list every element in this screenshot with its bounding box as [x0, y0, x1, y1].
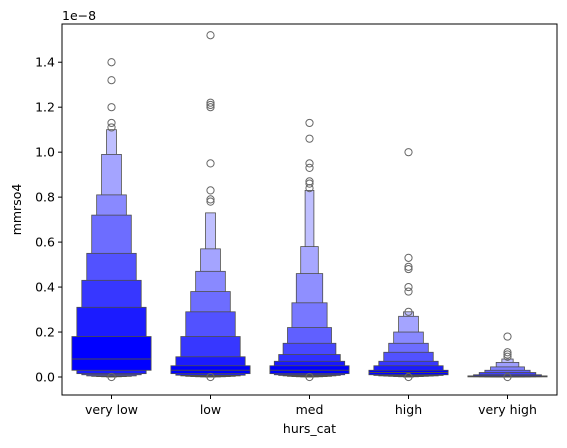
outlier-point — [503, 372, 512, 382]
outlier-point — [107, 103, 116, 112]
outlier-point — [404, 282, 413, 292]
boxen-marks — [71, 31, 548, 382]
y-tick-label: 0.8 — [35, 190, 55, 205]
boxen-box — [269, 365, 350, 375]
outlier-point — [404, 253, 413, 262]
outlier-point — [305, 134, 314, 143]
outlier-point — [206, 372, 215, 382]
outlier-point — [206, 103, 215, 112]
outlier-point — [305, 163, 314, 173]
outlier-point — [503, 348, 512, 357]
outlier-point — [206, 197, 215, 206]
outlier-point — [107, 58, 116, 67]
outlier-point — [404, 264, 413, 274]
y-tick-label: 0.6 — [35, 235, 55, 250]
x-tick-label: low — [200, 402, 221, 417]
outlier-point — [206, 195, 215, 204]
y-tick-label: 0.0 — [35, 370, 55, 385]
outlier-point — [404, 287, 413, 296]
boxen-group-very-high — [467, 332, 548, 382]
x-tick-label: med — [296, 402, 324, 417]
outlier-point — [404, 262, 413, 271]
outlier-point — [305, 118, 314, 128]
x-axis: very low low med high very high — [85, 395, 537, 417]
x-tick-label: very high — [478, 402, 537, 417]
plot-frame — [61, 23, 558, 396]
boxen-box — [170, 365, 251, 375]
y-tick-label: 1.0 — [35, 145, 55, 160]
x-axis-label: hurs_cat — [283, 421, 336, 436]
x-tick-label: high — [395, 402, 422, 417]
y-tick-label: 1.2 — [35, 100, 55, 115]
outlier-point — [107, 76, 116, 85]
outlier-point — [305, 159, 314, 168]
boxen-box — [71, 336, 152, 371]
outlier-point — [206, 98, 215, 107]
outlier-point — [206, 100, 215, 110]
outlier-point — [206, 159, 215, 168]
outlier-point — [107, 123, 116, 132]
outlier-point — [503, 352, 512, 361]
outlier-point — [305, 179, 314, 188]
y-tick-label: 0.4 — [35, 280, 55, 295]
boxen-group-low — [170, 31, 251, 382]
outlier-point — [503, 350, 512, 359]
outlier-point — [107, 118, 116, 128]
y-scale-label: 1e−8 — [62, 8, 96, 23]
outlier-point — [107, 372, 116, 382]
boxen-group-high — [368, 148, 449, 382]
boxen-group-very-low — [71, 58, 152, 382]
outlier-point — [404, 307, 413, 316]
outlier-point — [305, 372, 314, 382]
outlier-point — [305, 177, 314, 186]
boxen-group-med — [269, 118, 350, 382]
y-axis: 0.0 0.2 0.4 0.6 0.8 1.0 1.2 1.4 — [35, 55, 62, 385]
outlier-point — [206, 31, 215, 40]
outlier-point — [206, 186, 215, 195]
outlier-point — [404, 372, 413, 382]
outlier-point — [404, 148, 413, 157]
x-tick-label: very low — [85, 402, 138, 417]
y-axis-label: mmrso4 — [9, 184, 24, 236]
y-tick-label: 1.4 — [35, 55, 55, 70]
outlier-point — [503, 332, 512, 341]
y-tick-label: 0.2 — [35, 325, 55, 340]
